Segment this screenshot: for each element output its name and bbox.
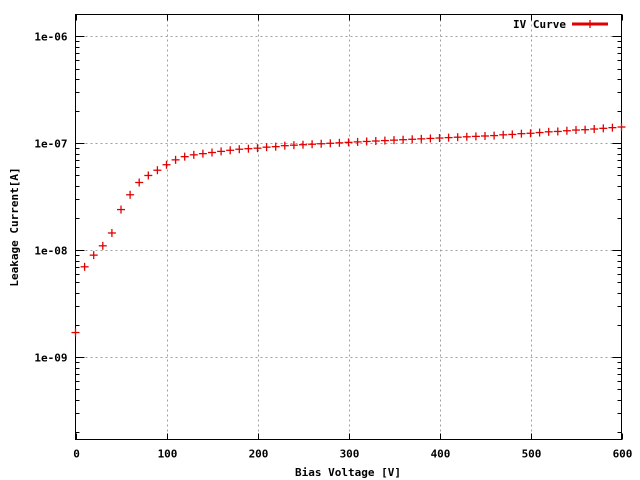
- x-tick-label: 400: [431, 448, 451, 461]
- data-point: [198, 149, 207, 158]
- data-point: [126, 190, 135, 199]
- data-point: [562, 126, 571, 135]
- data-point: [153, 166, 162, 175]
- y-tick-label: 1e-06: [34, 31, 67, 44]
- data-point: [490, 131, 499, 140]
- data-point: [417, 134, 426, 143]
- axis-ticks: [75, 14, 623, 440]
- data-point: [80, 262, 89, 271]
- y-tick-label: 1e-09: [34, 352, 67, 365]
- data-point: [217, 147, 226, 156]
- data-point: [481, 131, 489, 140]
- data-point: [189, 150, 198, 159]
- data-point: [171, 155, 180, 164]
- x-tick-label: 600: [613, 448, 633, 461]
- data-point: [462, 132, 471, 141]
- data-point: [326, 139, 335, 148]
- data-point: [271, 142, 280, 151]
- data-point: [435, 134, 444, 143]
- legend-marker-plus: [586, 20, 594, 28]
- data-point: [280, 141, 289, 150]
- data-point: [208, 148, 216, 157]
- data-point: [180, 152, 189, 161]
- legend-label-iv-curve: IV Curve: [513, 18, 566, 31]
- data-point: [71, 328, 80, 337]
- data-point: [572, 126, 580, 135]
- x-tick-label: 100: [158, 448, 178, 461]
- data-point: [344, 138, 353, 147]
- data-point: [544, 127, 553, 136]
- data-point: [590, 125, 599, 134]
- data-point: [444, 133, 453, 142]
- legend: IV Curve: [513, 18, 608, 31]
- data-point: [399, 135, 408, 144]
- data-point: [107, 228, 116, 237]
- data-point: [453, 133, 462, 142]
- data-point: [471, 132, 480, 141]
- data-point: [426, 134, 435, 143]
- data-point: [390, 136, 398, 145]
- legend-marker-iv-curve: [586, 20, 594, 28]
- data-point: [289, 141, 298, 150]
- data-point: [299, 140, 307, 149]
- data-point: [499, 130, 508, 139]
- x-tick-label: 500: [522, 448, 542, 461]
- data-point: [408, 135, 417, 144]
- grid-lines: [75, 14, 622, 440]
- data-point: [553, 127, 562, 136]
- x-tick-label: 0: [73, 448, 80, 461]
- data-point: [117, 205, 125, 214]
- data-point: [226, 146, 235, 155]
- iv-curve-series: [71, 122, 626, 337]
- y-axis-label: Leakage Current[A]: [8, 167, 21, 286]
- plot-frame: [75, 14, 622, 440]
- x-tick-label: 200: [249, 448, 269, 461]
- x-tick-labels: 0 100 200 300 400 500 600: [73, 448, 632, 461]
- data-point: [380, 136, 389, 145]
- data-point: [308, 140, 317, 149]
- x-axis-label: Bias Voltage [V]: [295, 466, 401, 479]
- data-point: [317, 139, 326, 148]
- data-point: [362, 137, 371, 146]
- x-tick-label: 300: [340, 448, 360, 461]
- data-point: [162, 160, 171, 169]
- data-point: [262, 143, 271, 152]
- data-point: [135, 178, 144, 187]
- data-point: [98, 241, 107, 250]
- data-point: [244, 144, 253, 153]
- data-point: [599, 124, 608, 133]
- data-point: [144, 171, 153, 180]
- data-point: [608, 123, 617, 132]
- y-tick-label: 1e-07: [34, 138, 67, 151]
- data-point: [617, 122, 626, 131]
- data-point: [581, 125, 590, 134]
- data-point: [371, 137, 380, 146]
- y-tick-labels: 1e-09 1e-08 1e-07 1e-06: [34, 31, 67, 365]
- data-point: [535, 128, 544, 137]
- y-tick-label: 1e-08: [34, 245, 67, 258]
- data-point: [253, 144, 262, 153]
- data-point: [526, 129, 535, 138]
- data-point: [353, 137, 362, 146]
- data-point: [89, 251, 98, 260]
- data-point: [235, 145, 244, 154]
- data-point: [508, 130, 517, 139]
- data-point: [335, 138, 344, 147]
- data-point: [517, 129, 526, 138]
